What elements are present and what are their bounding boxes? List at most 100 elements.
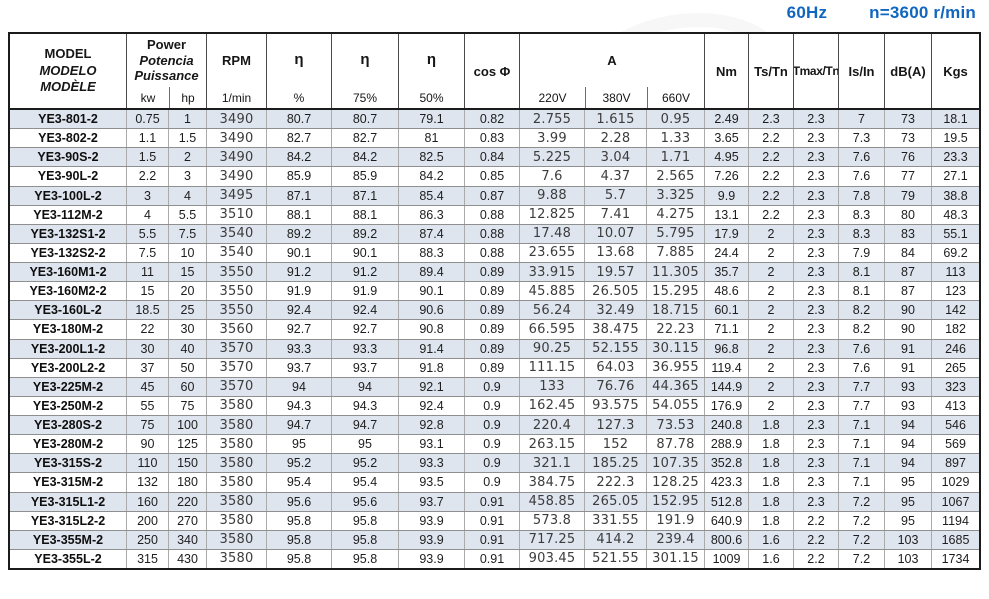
cell-a-660v: 152.95 [647, 492, 705, 511]
cell-nm: 48.6 [705, 282, 749, 301]
cell-db: 91 [885, 358, 932, 377]
table-row: YE3-355M-2 250 340 3580 95.8 95.8 93.9 0.91 717.… [10, 529, 979, 549]
table-row: YE3-280M-2 90 125 3580 95 95 93.1 0.9 263.15 152 8… [10, 434, 979, 454]
cell-kw: 55 [127, 396, 169, 415]
cell-db: 90 [885, 320, 932, 339]
cell-db: 84 [885, 243, 932, 262]
cell-model: YE3-132S2-2 [10, 243, 127, 262]
cell-ts-tn: 2.2 [749, 148, 794, 167]
cell-a-220v: 111.15 [520, 358, 585, 377]
cell-nm: 1009 [705, 549, 749, 568]
table-row: YE3-225M-2 45 60 3570 94 94 92.1 0.9 133 76.76 44.… [10, 376, 979, 396]
cell-kgs: 27.1 [943, 169, 968, 184]
cell-kw: 4 [127, 205, 169, 224]
cell-eta-75: 94.7 [332, 416, 399, 435]
cell-eta-100: 89.2 [267, 224, 332, 243]
cell-a-380v: 93.575 [585, 396, 647, 415]
cell-a-220v: 12.825 [520, 205, 585, 224]
cell-model: YE3-200L1-2 [10, 339, 127, 358]
cell-eta-75: 95.8 [332, 549, 399, 568]
cell-model: YE3-112M-2 [10, 205, 127, 224]
cell-kw: 2.2 [127, 167, 169, 186]
cell-is-in: 7.6 [839, 358, 885, 377]
cell-a-660v: 18.715 [647, 301, 705, 320]
cell-eta-50: 91.8 [399, 358, 465, 377]
cell-model: YE3-355L-2 [10, 549, 127, 568]
cell-a-660v: 54.055 [647, 396, 705, 415]
cell-ts-tn: 2 [749, 282, 794, 301]
cell-a-220v: 133 [520, 377, 585, 396]
cell-cos-phi: 0.88 [465, 243, 520, 262]
cell-kgs: 123 [945, 284, 966, 299]
cell-db: 87 [885, 263, 932, 282]
cell-cos-phi: 0.9 [465, 416, 520, 435]
cell-a-380v: 4.37 [585, 167, 647, 186]
cell-a-220v: 3.99 [520, 129, 585, 148]
cell-a-660v: 2.565 [647, 167, 705, 186]
cell-kgs: 323 [945, 379, 966, 394]
cell-cos-phi: 0.91 [465, 549, 520, 568]
cell-a-380v: 521.55 [585, 549, 647, 568]
cell-a-380v: 10.07 [585, 224, 647, 243]
cell-eta-100: 93.7 [267, 358, 332, 377]
cell-eta-50: 88.3 [399, 243, 465, 262]
header-model-fr: MODÈLE [40, 79, 96, 95]
cell-ts-tn: 2 [749, 320, 794, 339]
cell-eta-100: 88.1 [267, 205, 332, 224]
cell-eta-50: 87.4 [399, 224, 465, 243]
cell-a-380v: 64.03 [585, 358, 647, 377]
cell-eta-50: 90.1 [399, 282, 465, 301]
cell-cos-phi: 0.9 [465, 454, 520, 473]
cell-a-380v: 5.7 [585, 186, 647, 205]
cell-a-220v: 321.1 [520, 454, 585, 473]
cell-a-660v: 1.71 [647, 148, 705, 167]
cell-hp: 5.5 [169, 205, 207, 224]
cell-ts-tn: 2.2 [749, 205, 794, 224]
cell-eta-50: 93.7 [399, 492, 465, 511]
cell-ts-tn: 1.8 [749, 416, 794, 435]
cell-db: 94 [885, 454, 932, 473]
cell-a-660v: 73.53 [647, 416, 705, 435]
cell-db: 103 [885, 549, 932, 568]
cell-ts-tn: 1.8 [749, 435, 794, 454]
cell-db: 87 [885, 282, 932, 301]
cell-tmax-tn: 2.3 [794, 186, 839, 205]
cell-is-in: 7.2 [839, 492, 885, 511]
cell-nm: 9.9 [705, 186, 749, 205]
cell-db: 94 [885, 416, 932, 435]
cell-db: 95 [885, 511, 932, 530]
cell-eta-100: 85.9 [267, 167, 332, 186]
header-model: MODEL MODELO MODÈLE [10, 34, 127, 108]
motor-spec-table: MODEL MODELO MODÈLE Power Potencia Puiss… [8, 32, 981, 570]
cell-rpm: 3580 [207, 530, 267, 549]
cell-hp: 30 [169, 320, 207, 339]
cell-hp: 125 [169, 435, 207, 454]
cell-ts-tn: 2 [749, 243, 794, 262]
cell-a-380v: 2.28 [585, 129, 647, 148]
catalog-page: { "title": { "frequency": "60Hz", "speed… [8, 3, 981, 570]
cell-eta-75: 95.6 [332, 492, 399, 511]
cell-hp: 15 [169, 263, 207, 282]
cell-model: YE3-280M-2 [10, 435, 127, 454]
cell-nm: 240.8 [705, 416, 749, 435]
cell-a-380v: 52.155 [585, 339, 647, 358]
cell-is-in: 7.1 [839, 454, 885, 473]
cell-rpm: 3570 [207, 339, 267, 358]
cell-tmax-tn: 2.3 [794, 148, 839, 167]
cell-tmax-tn: 2.3 [794, 473, 839, 492]
cell-is-in: 7.7 [839, 377, 885, 396]
cell-is-in: 7.6 [839, 339, 885, 358]
cell-rpm: 3580 [207, 435, 267, 454]
cell-a-380v: 185.25 [585, 454, 647, 473]
cell-kgs: 1734 [941, 551, 970, 566]
cell-kw: 15 [127, 282, 169, 301]
cell-cos-phi: 0.9 [465, 473, 520, 492]
cell-a-660v: 15.295 [647, 282, 705, 301]
cell-kgs: 142 [945, 303, 966, 318]
cell-eta-100: 91.2 [267, 263, 332, 282]
cell-eta-100: 95.8 [267, 530, 332, 549]
cell-eta-75: 85.9 [332, 167, 399, 186]
cell-kgs: 113 [945, 265, 966, 280]
cell-nm: 71.1 [705, 320, 749, 339]
table-header: MODEL MODELO MODÈLE Power Potencia Puiss… [10, 34, 979, 110]
